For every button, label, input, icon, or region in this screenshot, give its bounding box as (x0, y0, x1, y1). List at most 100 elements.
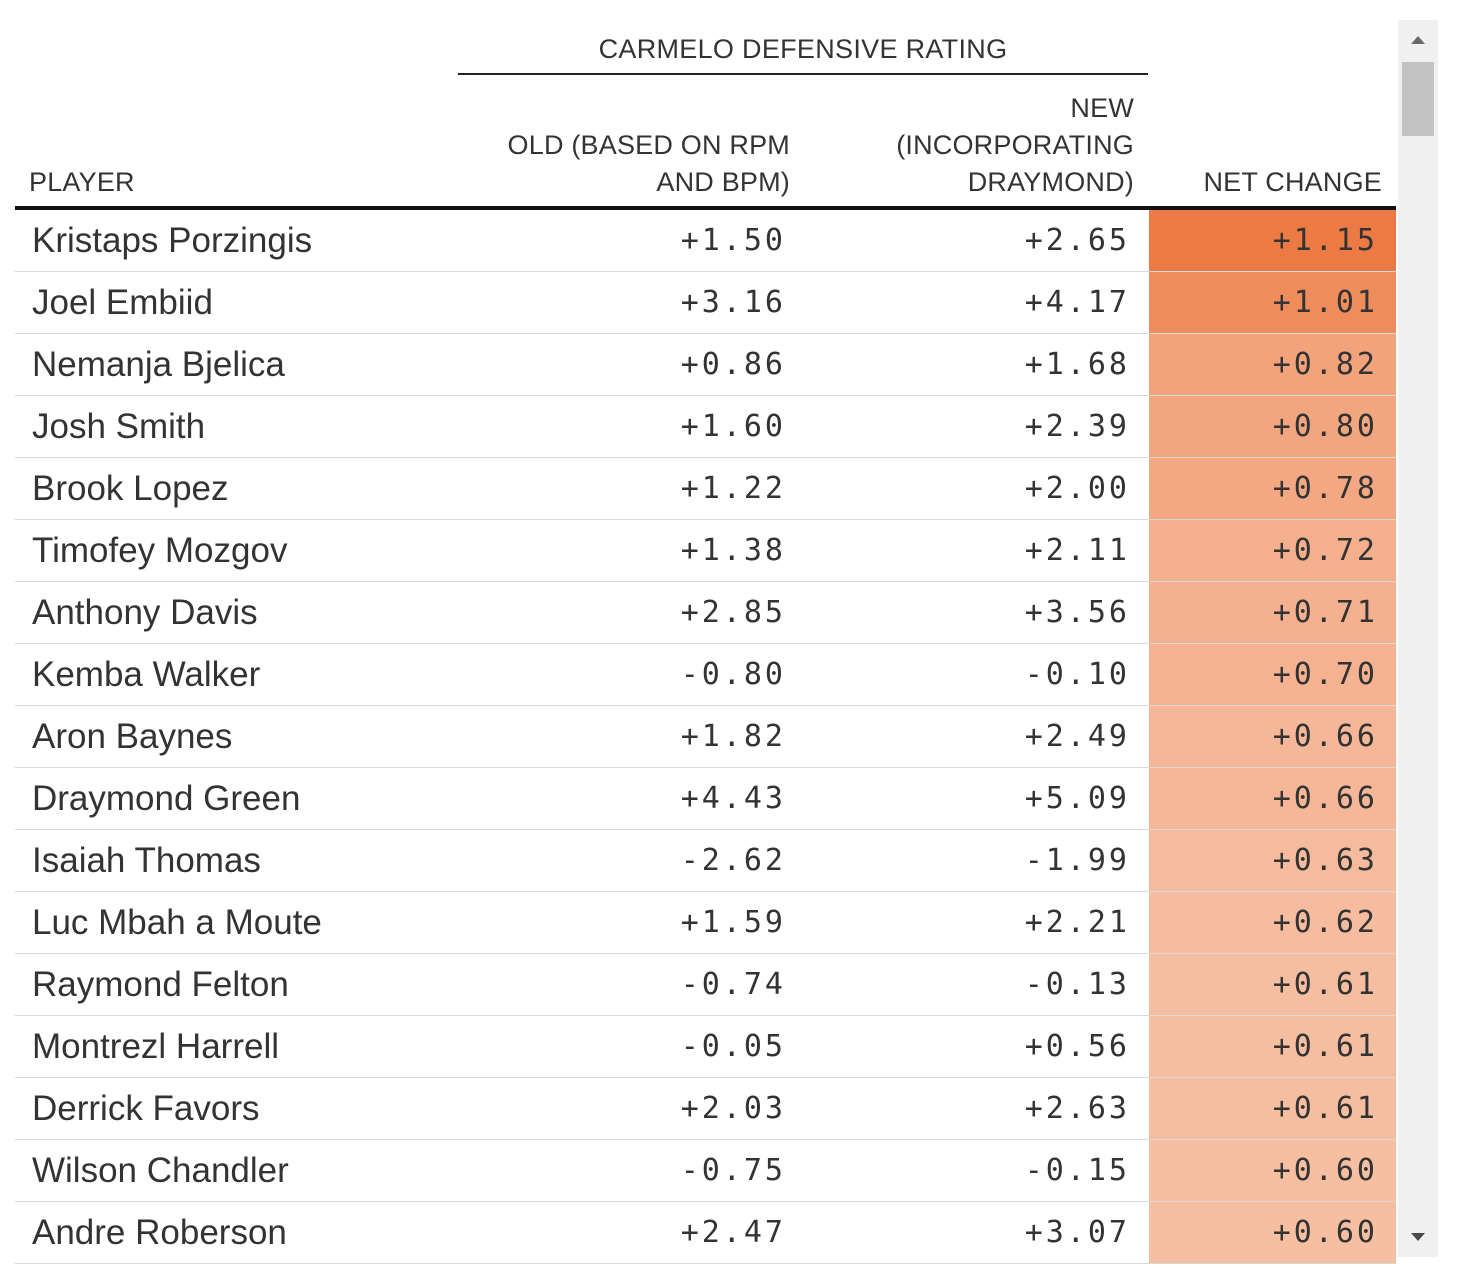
triangle-up-icon (1411, 36, 1425, 44)
net-change: +1.01 (1149, 272, 1396, 333)
old-rating: -0.74 (680, 967, 786, 1002)
new-rating: +5.09 (1024, 781, 1130, 816)
player-name: Isaiah Thomas (32, 841, 261, 880)
group-header-rule (458, 73, 1148, 75)
net-change: +0.82 (1149, 334, 1396, 395)
old-rating: -0.75 (680, 1153, 786, 1188)
net-change: +0.80 (1149, 396, 1396, 457)
old-rating: +1.60 (680, 409, 786, 444)
new-rating: +2.00 (1024, 471, 1130, 506)
new-rating: +4.17 (1024, 285, 1130, 320)
scroll-up-button[interactable] (1398, 20, 1438, 60)
new-rating: +3.56 (1024, 595, 1130, 630)
table-row: Timofey Mozgov +1.38 +2.11 +0.72 (15, 520, 1396, 582)
player-name: Kristaps Porzingis (32, 221, 313, 260)
new-rating: +2.39 (1024, 409, 1130, 444)
net-change: +0.71 (1149, 582, 1396, 643)
player-name: Luc Mbah a Moute (32, 903, 322, 942)
net-change: +0.61 (1149, 954, 1396, 1015)
table-row: Aron Baynes +1.82 +2.49 +0.66 (15, 706, 1396, 768)
column-header-old: OLD (BASED ON RPM AND BPM) (508, 127, 790, 201)
player-name: Timofey Mozgov (32, 531, 288, 570)
table-row: Nemanja Bjelica +0.86 +1.68 +0.82 (15, 334, 1396, 396)
scroll-thumb[interactable] (1402, 62, 1434, 136)
net-change: +0.66 (1149, 768, 1396, 829)
player-name: Raymond Felton (32, 965, 289, 1004)
player-name: Kemba Walker (32, 655, 261, 694)
triangle-down-icon (1411, 1233, 1425, 1241)
net-change: +0.70 (1149, 644, 1396, 705)
table-body: Kristaps Porzingis +1.50 +2.65 +1.15 Joel Em… (15, 210, 1396, 1264)
net-change: +0.60 (1149, 1202, 1396, 1263)
new-rating: -1.99 (1024, 843, 1130, 878)
player-name: Derrick Favors (32, 1089, 260, 1128)
net-change: +0.62 (1149, 892, 1396, 953)
table-row: Josh Smith +1.60 +2.39 +0.80 (15, 396, 1396, 458)
old-rating: +2.85 (680, 595, 786, 630)
table-row: Anthony Davis +2.85 +3.56 +0.71 (15, 582, 1396, 644)
old-rating: +4.43 (680, 781, 786, 816)
player-name: Nemanja Bjelica (32, 345, 285, 384)
new-rating: +2.65 (1024, 223, 1130, 258)
net-change: +0.66 (1149, 706, 1396, 767)
old-rating: +1.22 (680, 471, 786, 506)
table-row: Draymond Green +4.43 +5.09 +0.66 (15, 768, 1396, 830)
net-change: +1.15 (1149, 210, 1396, 271)
table-row: Joel Embiid +3.16 +4.17 +1.01 (15, 272, 1396, 334)
old-rating: +1.50 (680, 223, 786, 258)
column-header-new-line2: (INCORPORATING (896, 130, 1134, 160)
table-row: Montrezl Harrell -0.05 +0.56 +0.61 (15, 1016, 1396, 1078)
table-row: Brook Lopez +1.22 +2.00 +0.78 (15, 458, 1396, 520)
new-rating: -0.13 (1024, 967, 1130, 1002)
new-rating: +3.07 (1024, 1215, 1130, 1250)
column-header-new: NEW (INCORPORATING DRAYMOND) (896, 90, 1134, 201)
player-name: Andre Roberson (32, 1213, 287, 1252)
net-change: +0.72 (1149, 520, 1396, 581)
new-rating: +2.21 (1024, 905, 1130, 940)
player-name: Montrezl Harrell (32, 1027, 279, 1066)
net-change: +0.63 (1149, 830, 1396, 891)
group-header: CARMELO DEFENSIVE RATING (598, 34, 1008, 64)
net-change: +0.78 (1149, 458, 1396, 519)
vertical-scrollbar[interactable] (1398, 20, 1438, 1257)
column-header-player: PLAYER (29, 167, 135, 197)
new-rating: -0.10 (1024, 657, 1130, 692)
old-rating: -0.80 (680, 657, 786, 692)
column-header-old-line2: AND BPM) (656, 167, 790, 197)
table-row: Luc Mbah a Moute +1.59 +2.21 +0.62 (15, 892, 1396, 954)
player-name: Wilson Chandler (32, 1151, 289, 1190)
old-rating: +0.86 (680, 347, 786, 382)
old-rating: +3.16 (680, 285, 786, 320)
player-name: Josh Smith (32, 407, 206, 446)
net-change: +0.60 (1149, 1140, 1396, 1201)
player-name: Brook Lopez (32, 469, 229, 508)
new-rating: +2.63 (1024, 1091, 1130, 1126)
player-name: Draymond Green (32, 779, 301, 818)
table-row: Isaiah Thomas -2.62 -1.99 +0.63 (15, 830, 1396, 892)
column-header-net-change: NET CHANGE (1203, 167, 1382, 197)
table-row: Andre Roberson +2.47 +3.07 +0.60 (15, 1202, 1396, 1264)
old-rating: -2.62 (680, 843, 786, 878)
table-row: Wilson Chandler -0.75 -0.15 +0.60 (15, 1140, 1396, 1202)
net-change: +0.61 (1149, 1016, 1396, 1077)
old-rating: -0.05 (680, 1029, 786, 1064)
column-header-old-line1: OLD (BASED ON RPM (507, 130, 790, 160)
new-rating: +0.56 (1024, 1029, 1130, 1064)
new-rating: +2.49 (1024, 719, 1130, 754)
old-rating: +1.82 (680, 719, 786, 754)
old-rating: +1.59 (680, 905, 786, 940)
net-change: +0.61 (1149, 1078, 1396, 1139)
column-header-new-line3: DRAYMOND) (967, 167, 1134, 197)
new-rating: -0.15 (1024, 1153, 1130, 1188)
table-row: Derrick Favors +2.03 +2.63 +0.61 (15, 1078, 1396, 1140)
table-row: Kemba Walker -0.80 -0.10 +0.70 (15, 644, 1396, 706)
player-name: Aron Baynes (32, 717, 233, 756)
old-rating: +2.03 (680, 1091, 786, 1126)
header-divider (15, 206, 1396, 210)
old-rating: +2.47 (680, 1215, 786, 1250)
old-rating: +1.38 (680, 533, 786, 568)
player-name: Anthony Davis (32, 593, 258, 632)
table-row: Kristaps Porzingis +1.50 +2.65 +1.15 (15, 210, 1396, 272)
new-rating: +2.11 (1024, 533, 1130, 568)
scroll-down-button[interactable] (1398, 1217, 1438, 1257)
